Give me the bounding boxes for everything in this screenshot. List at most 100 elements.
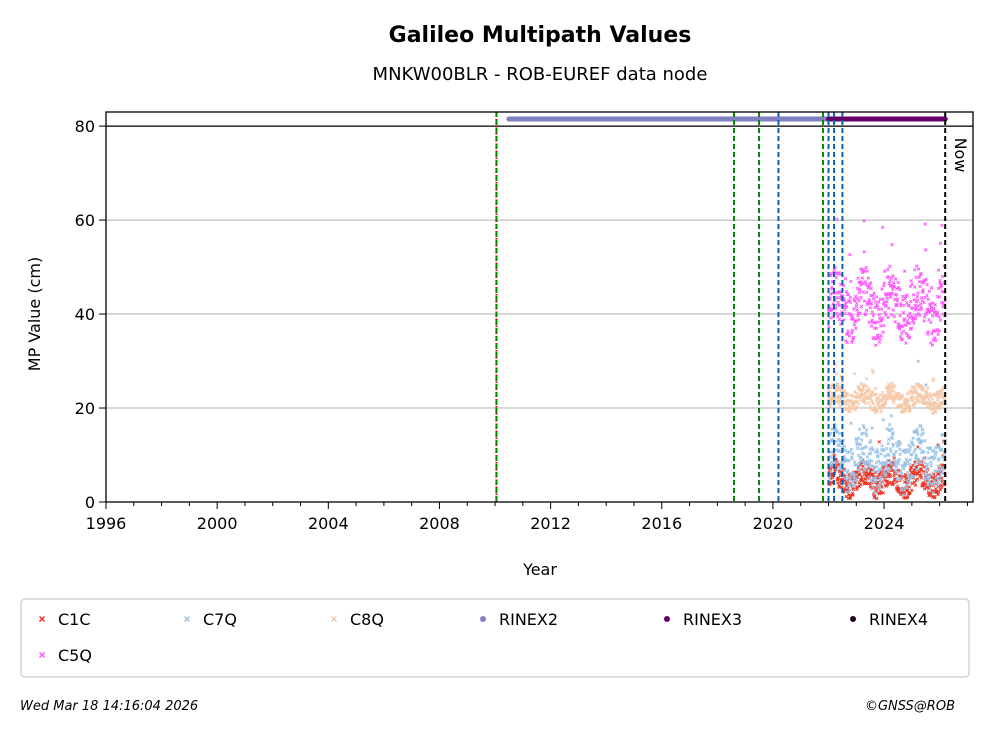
data-point bbox=[919, 476, 924, 480]
data-point bbox=[849, 279, 853, 284]
data-point bbox=[864, 384, 868, 388]
data-point bbox=[870, 464, 874, 468]
data-point bbox=[900, 324, 905, 329]
data-point bbox=[830, 307, 834, 311]
data-point bbox=[881, 491, 885, 495]
data-point bbox=[926, 490, 931, 495]
data-point bbox=[938, 318, 943, 322]
data-point bbox=[897, 486, 901, 491]
data-point bbox=[857, 287, 862, 292]
data-point bbox=[917, 436, 921, 441]
data-point bbox=[916, 460, 921, 465]
data-point bbox=[921, 481, 926, 485]
data-point bbox=[889, 449, 893, 454]
data-point bbox=[880, 444, 884, 448]
data-point bbox=[860, 393, 865, 397]
data-point bbox=[850, 456, 854, 461]
data-point bbox=[884, 400, 888, 404]
data-point bbox=[896, 477, 900, 482]
data-point bbox=[909, 326, 914, 331]
legend-marker bbox=[330, 615, 338, 623]
data-point bbox=[828, 292, 833, 296]
data-point bbox=[854, 304, 859, 309]
data-point bbox=[896, 285, 901, 290]
data-point bbox=[897, 322, 901, 326]
data-point bbox=[872, 405, 877, 409]
data-point bbox=[898, 313, 902, 318]
data-point bbox=[856, 402, 861, 406]
data-point bbox=[891, 400, 896, 404]
data-point bbox=[856, 436, 861, 440]
data-point bbox=[909, 299, 913, 304]
data-point bbox=[890, 381, 895, 386]
data-point bbox=[939, 283, 944, 288]
data-point bbox=[883, 454, 887, 459]
data-point bbox=[880, 481, 885, 485]
data-point bbox=[927, 317, 931, 322]
data-point bbox=[917, 280, 922, 284]
data-point bbox=[898, 452, 902, 457]
data-point bbox=[929, 320, 933, 325]
data-point bbox=[918, 284, 922, 289]
data-point bbox=[827, 325, 831, 329]
data-point bbox=[833, 396, 838, 400]
data-point bbox=[914, 388, 918, 393]
data-point bbox=[897, 394, 902, 398]
data-point bbox=[918, 302, 923, 306]
data-point bbox=[921, 288, 925, 292]
data-point bbox=[901, 329, 906, 334]
data-point bbox=[850, 479, 855, 484]
data-point bbox=[927, 397, 931, 402]
data-point bbox=[844, 478, 849, 483]
data-point bbox=[936, 484, 941, 489]
data-point bbox=[829, 384, 834, 388]
data-point bbox=[940, 479, 945, 484]
data-point bbox=[837, 449, 842, 454]
data-point bbox=[852, 323, 857, 327]
data-point bbox=[932, 306, 936, 311]
data-point bbox=[902, 467, 906, 471]
data-point bbox=[926, 297, 931, 302]
data-point bbox=[937, 389, 941, 393]
data-point bbox=[829, 271, 834, 276]
data-point bbox=[902, 269, 907, 273]
data-point bbox=[905, 494, 910, 499]
data-point bbox=[890, 242, 894, 247]
data-point bbox=[835, 217, 839, 222]
data-point bbox=[924, 472, 929, 476]
x-tick-label: 2016 bbox=[641, 514, 682, 533]
data-point bbox=[911, 306, 915, 311]
data-point bbox=[913, 385, 917, 390]
data-point bbox=[890, 436, 895, 441]
data-point bbox=[901, 310, 906, 315]
data-point bbox=[866, 286, 871, 290]
data-point bbox=[913, 268, 917, 272]
data-point bbox=[924, 311, 929, 315]
data-point bbox=[938, 241, 943, 246]
data-point bbox=[875, 305, 879, 309]
data-point bbox=[905, 485, 909, 490]
data-point bbox=[840, 380, 845, 384]
data-point bbox=[884, 464, 888, 469]
data-point bbox=[871, 296, 876, 301]
data-point bbox=[869, 324, 874, 328]
data-point bbox=[835, 383, 840, 387]
data-point bbox=[859, 391, 864, 395]
legend-label: C7Q bbox=[203, 610, 237, 629]
data-point bbox=[934, 476, 938, 480]
data-point bbox=[832, 461, 837, 465]
data-point bbox=[871, 448, 875, 452]
legend-marker bbox=[664, 616, 670, 622]
data-point bbox=[908, 284, 913, 289]
data-point bbox=[936, 286, 941, 291]
data-point bbox=[935, 310, 940, 315]
data-point bbox=[941, 433, 945, 437]
footer-timestamp: Wed Mar 18 14:16:04 2026 bbox=[20, 699, 198, 714]
data-point bbox=[916, 267, 921, 271]
data-point bbox=[838, 272, 843, 277]
data-point bbox=[871, 313, 876, 318]
data-point bbox=[869, 459, 874, 463]
data-point bbox=[889, 312, 894, 317]
data-point bbox=[889, 462, 893, 466]
legend-label: C8Q bbox=[350, 610, 384, 629]
